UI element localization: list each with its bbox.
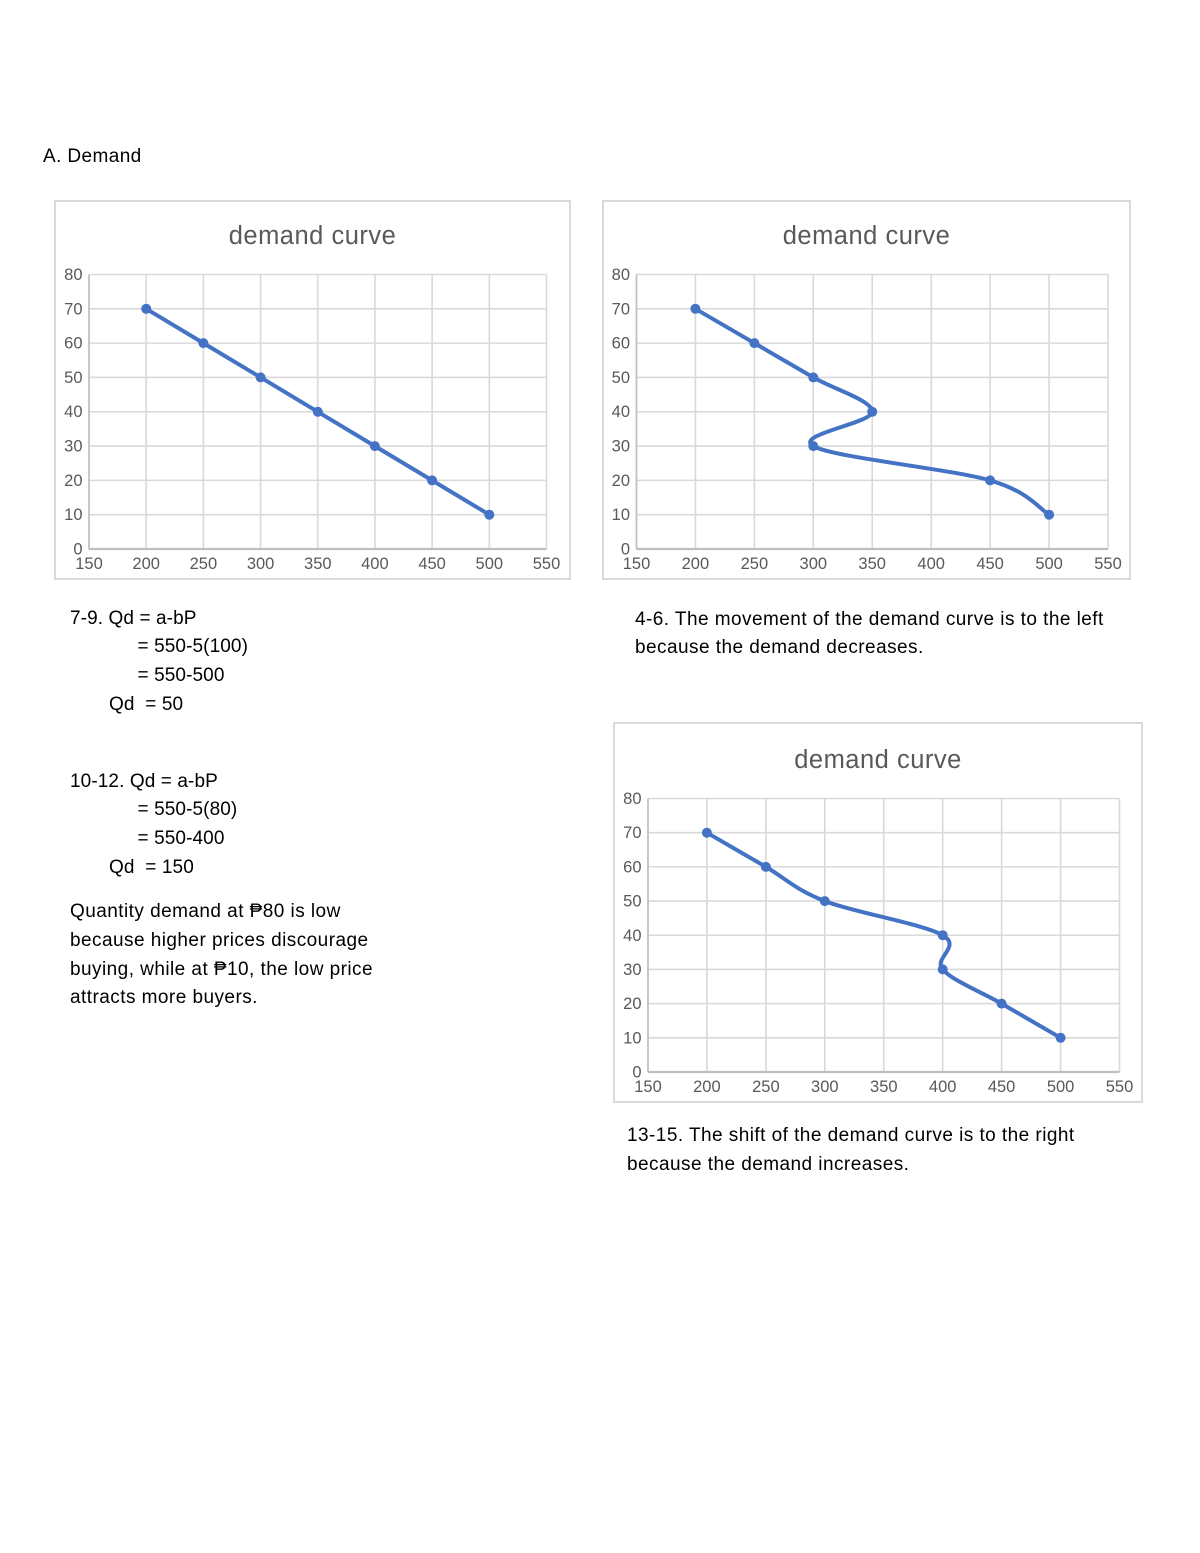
svg-text:500: 500 — [476, 555, 504, 573]
svg-text:demand curve: demand curve — [794, 746, 962, 774]
svg-text:450: 450 — [418, 555, 446, 573]
svg-text:70: 70 — [623, 824, 641, 842]
svg-text:20: 20 — [612, 472, 630, 490]
svg-text:300: 300 — [811, 1078, 839, 1096]
svg-text:500: 500 — [1047, 1078, 1075, 1096]
svg-text:200: 200 — [132, 555, 160, 573]
svg-text:0: 0 — [632, 1064, 641, 1082]
svg-text:350: 350 — [304, 555, 332, 573]
svg-text:150: 150 — [634, 1078, 662, 1096]
svg-text:10: 10 — [612, 506, 630, 524]
svg-text:0: 0 — [73, 541, 82, 559]
svg-text:400: 400 — [929, 1078, 957, 1096]
svg-text:30: 30 — [64, 438, 82, 456]
svg-text:80: 80 — [64, 266, 82, 284]
svg-text:250: 250 — [752, 1078, 780, 1096]
svg-text:500: 500 — [1035, 555, 1063, 573]
svg-text:150: 150 — [75, 555, 103, 573]
svg-text:300: 300 — [247, 555, 275, 573]
svg-text:550: 550 — [1094, 555, 1122, 573]
svg-text:300: 300 — [800, 555, 828, 573]
svg-text:demand curve: demand curve — [229, 222, 397, 250]
svg-text:250: 250 — [741, 555, 769, 573]
svg-text:350: 350 — [870, 1078, 898, 1096]
svg-text:450: 450 — [976, 555, 1004, 573]
svg-text:70: 70 — [612, 300, 630, 318]
svg-text:60: 60 — [623, 858, 641, 876]
svg-text:150: 150 — [623, 555, 651, 573]
svg-text:0: 0 — [621, 541, 630, 559]
svg-text:demand curve: demand curve — [783, 222, 951, 250]
svg-text:450: 450 — [988, 1078, 1016, 1096]
svg-text:80: 80 — [623, 790, 641, 808]
svg-text:20: 20 — [64, 472, 82, 490]
svg-text:30: 30 — [612, 438, 630, 456]
svg-text:40: 40 — [612, 403, 630, 421]
svg-text:250: 250 — [190, 555, 218, 573]
svg-text:30: 30 — [623, 961, 641, 979]
svg-text:50: 50 — [623, 893, 641, 911]
svg-text:40: 40 — [623, 927, 641, 945]
svg-text:200: 200 — [682, 555, 710, 573]
svg-text:50: 50 — [612, 369, 630, 387]
svg-text:400: 400 — [361, 555, 389, 573]
svg-text:80: 80 — [612, 266, 630, 284]
svg-text:550: 550 — [1106, 1078, 1134, 1096]
svg-text:200: 200 — [693, 1078, 721, 1096]
svg-text:350: 350 — [858, 555, 886, 573]
svg-text:400: 400 — [917, 555, 945, 573]
svg-text:60: 60 — [612, 335, 630, 353]
svg-text:20: 20 — [623, 995, 641, 1013]
svg-text:70: 70 — [64, 300, 82, 318]
svg-text:40: 40 — [64, 403, 82, 421]
svg-text:550: 550 — [533, 555, 561, 573]
svg-text:60: 60 — [64, 335, 82, 353]
svg-text:50: 50 — [64, 369, 82, 387]
svg-text:10: 10 — [623, 1029, 641, 1047]
svg-text:10: 10 — [64, 506, 82, 524]
